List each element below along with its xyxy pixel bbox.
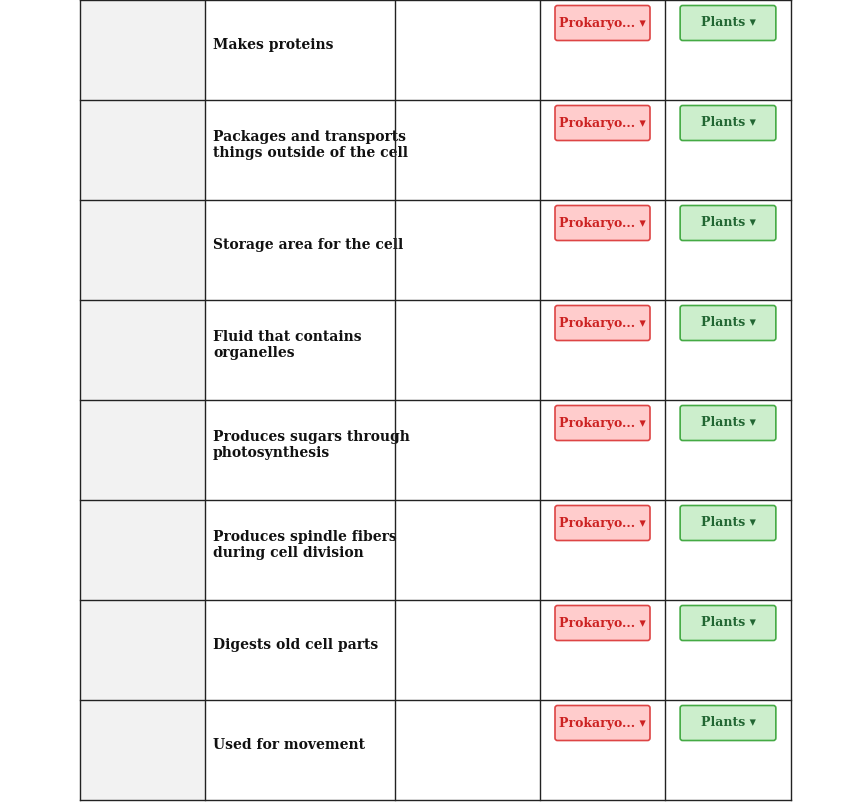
Text: Makes proteins: Makes proteins [213, 38, 334, 52]
FancyBboxPatch shape [555, 706, 650, 740]
Bar [80, 500, 205, 600]
FancyBboxPatch shape [680, 205, 776, 241]
Bar [80, 0, 205, 100]
FancyBboxPatch shape [680, 706, 776, 740]
FancyBboxPatch shape [555, 606, 650, 641]
FancyBboxPatch shape [680, 606, 776, 641]
FancyBboxPatch shape [555, 406, 650, 440]
Text: Prokaryo... ▾: Prokaryo... ▾ [559, 716, 646, 730]
Text: Fluid that contains
organelles: Fluid that contains organelles [213, 330, 362, 360]
Text: Plants ▾: Plants ▾ [701, 117, 755, 130]
FancyBboxPatch shape [555, 105, 650, 140]
FancyBboxPatch shape [680, 306, 776, 341]
Text: Prokaryo... ▾: Prokaryo... ▾ [559, 417, 646, 430]
Bar [80, 400, 205, 500]
Text: Plants ▾: Plants ▾ [701, 716, 755, 730]
FancyBboxPatch shape [555, 205, 650, 241]
Text: Packages and transports
things outside of the cell: Packages and transports things outside o… [213, 130, 408, 160]
Text: Plants ▾: Plants ▾ [701, 217, 755, 230]
Text: Prokaryo... ▾: Prokaryo... ▾ [559, 517, 646, 530]
Text: Prokaryo... ▾: Prokaryo... ▾ [559, 616, 646, 629]
FancyBboxPatch shape [555, 6, 650, 41]
Bar [80, 100, 205, 200]
Text: Plants ▾: Plants ▾ [701, 616, 755, 629]
Text: Plants ▾: Plants ▾ [701, 417, 755, 430]
Text: Plants ▾: Plants ▾ [701, 16, 755, 29]
Text: Plants ▾: Plants ▾ [701, 517, 755, 530]
Text: Storage area for the cell: Storage area for the cell [213, 238, 403, 252]
Bar [80, 300, 205, 400]
FancyBboxPatch shape [555, 505, 650, 540]
Text: Prokaryo... ▾: Prokaryo... ▾ [559, 117, 646, 130]
Bar [80, 600, 205, 700]
Text: Plants ▾: Plants ▾ [701, 316, 755, 329]
FancyBboxPatch shape [680, 6, 776, 41]
Bar [80, 700, 205, 800]
Text: Used for movement: Used for movement [213, 738, 365, 752]
FancyBboxPatch shape [555, 306, 650, 341]
FancyBboxPatch shape [680, 105, 776, 140]
FancyBboxPatch shape [680, 505, 776, 540]
Text: Prokaryo... ▾: Prokaryo... ▾ [559, 316, 646, 329]
Bar [80, 200, 205, 300]
Text: Produces sugars through
photosynthesis: Produces sugars through photosynthesis [213, 430, 410, 460]
Text: Prokaryo... ▾: Prokaryo... ▾ [559, 217, 646, 230]
Text: Produces spindle fibers
during cell division: Produces spindle fibers during cell divi… [213, 530, 397, 560]
Text: Prokaryo... ▾: Prokaryo... ▾ [559, 16, 646, 29]
FancyBboxPatch shape [680, 406, 776, 440]
Text: Digests old cell parts: Digests old cell parts [213, 638, 378, 652]
